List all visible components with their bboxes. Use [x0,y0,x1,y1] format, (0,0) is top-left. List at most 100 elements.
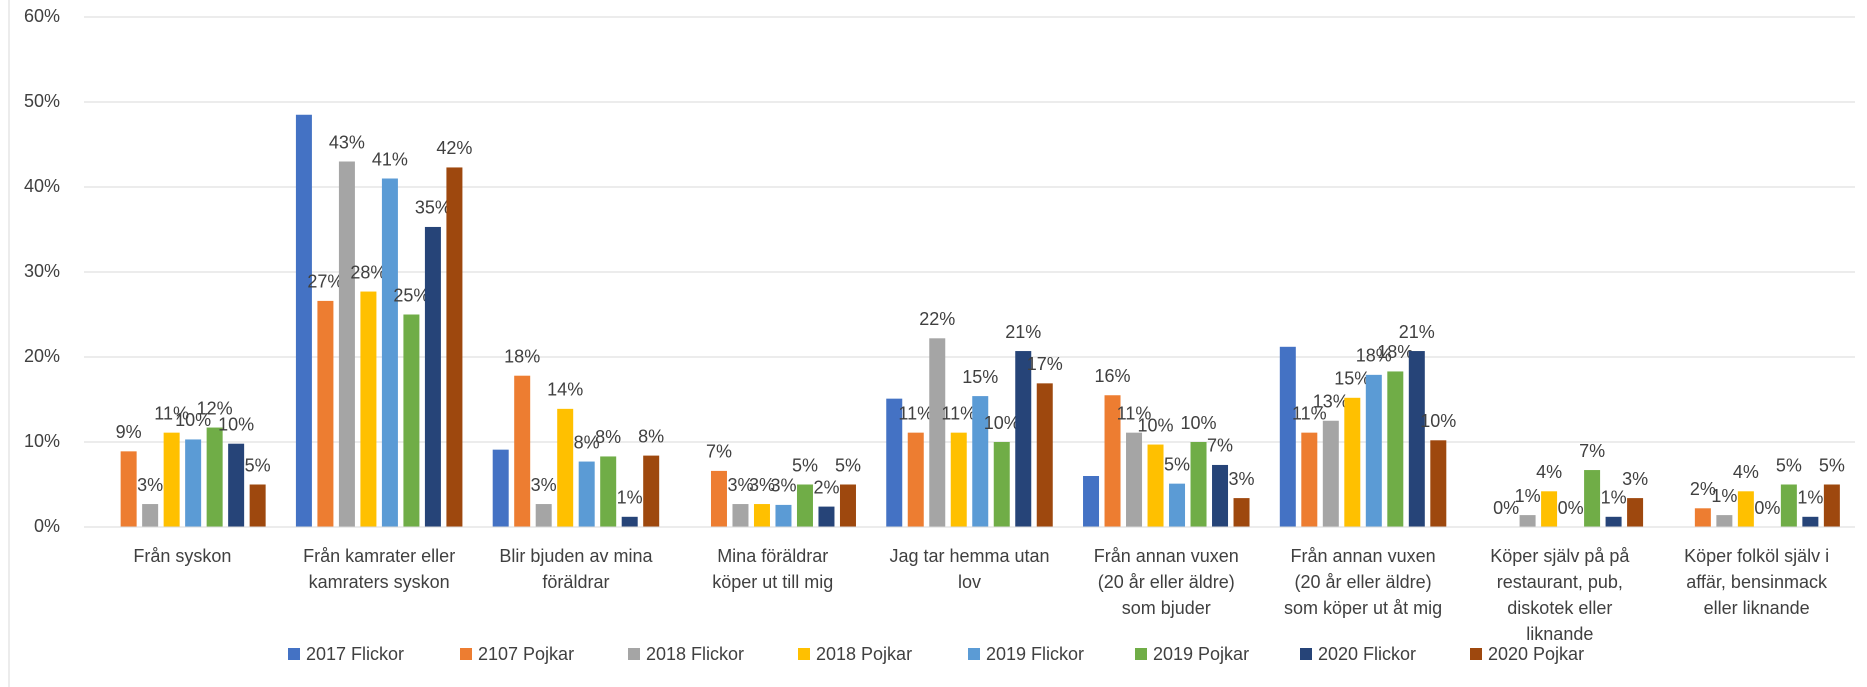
bar [950,432,967,527]
data-label: 1% [1515,486,1541,506]
data-label: 9% [116,422,142,442]
bar [1126,432,1143,527]
data-label: 1% [1711,486,1737,506]
legend-swatch [798,648,810,660]
bar [514,375,531,527]
bar [818,506,835,527]
data-label: 11% [1292,403,1327,423]
bar [1322,420,1339,527]
data-label: 28% [350,262,386,282]
data-label: 43% [329,132,365,152]
data-label: 1% [617,488,643,508]
data-label: 11% [1117,403,1152,423]
x-tick-label: affär, bensinmack [1686,572,1828,592]
bar [1694,508,1711,527]
data-label: 27% [307,272,343,292]
bar [1301,432,1318,527]
data-label: 3% [137,475,163,495]
data-label: 1% [1797,488,1823,508]
bar [1737,491,1754,527]
data-label: 35% [415,198,451,218]
legend-label: 2019 Pojkar [1153,644,1249,664]
bar [1387,371,1404,527]
data-label: 8% [595,427,621,447]
bar [1541,491,1558,527]
bar [1823,484,1840,527]
x-tick-label: eller liknande [1704,598,1810,618]
data-label: 5% [1164,454,1190,474]
bar [185,439,202,527]
data-label: 4% [1733,462,1759,482]
data-label: 14% [547,380,583,400]
bar [1344,397,1361,527]
data-label: 16% [1095,366,1131,386]
data-label: 41% [372,149,408,169]
data-label: 7% [1207,436,1233,456]
legend-label: 2017 Flickor [306,644,404,664]
y-tick-label: 60% [24,6,60,26]
data-label: 42% [436,138,472,158]
bar [1147,444,1164,527]
bar [775,504,792,527]
bar [163,432,180,527]
bar [120,451,137,527]
y-tick-label: 10% [24,431,60,451]
bar [1212,464,1229,527]
bar [1083,476,1100,527]
data-label: 3% [749,475,775,495]
bar [578,461,595,527]
data-label: 2% [813,477,839,497]
data-label: 18% [1377,342,1413,362]
x-tick-label: Blir bjuden av mina [499,546,653,566]
x-tick-label: som köper ut åt mig [1284,598,1442,618]
bar [1408,351,1425,527]
bar [993,442,1010,527]
bar [1233,498,1250,527]
data-label: 8% [574,432,600,452]
bar [1584,470,1601,527]
data-label: 3% [531,475,557,495]
data-label: 3% [1229,469,1255,489]
legend-label: 2018 Pojkar [816,644,912,664]
bar [360,291,377,527]
x-tick-label: Köper själv på på [1490,546,1630,566]
data-label: 13% [1313,392,1349,412]
data-label: 3% [770,476,796,496]
data-label: 11% [154,403,189,423]
data-label: 5% [1776,455,1802,475]
x-tick-label: Från annan vuxen [1291,546,1436,566]
data-label: 10% [218,414,254,434]
bar [1036,383,1053,527]
x-tick-label: diskotek eller [1507,598,1612,618]
data-label: 2% [1690,479,1716,499]
data-label: 7% [1579,441,1605,461]
x-tick-label: som bjuder [1122,598,1211,618]
data-label: 3% [727,475,753,495]
bar [1190,442,1207,527]
bar [972,396,989,527]
data-label: 8% [638,426,664,446]
bar [1627,498,1644,527]
y-tick-label: 50% [24,91,60,111]
data-label: 10% [984,413,1020,433]
data-label: 0% [1754,498,1780,518]
bar [796,484,813,527]
x-tick-label: kamraters syskon [309,572,450,592]
x-tick-label: Jag tar hemma utan [889,546,1049,566]
bar [1169,483,1186,527]
x-tick-label: Från annan vuxen [1094,546,1239,566]
x-tick-label: lov [958,572,981,592]
x-tick-label: restaurant, pub, [1497,572,1623,592]
data-label: 0% [1493,498,1519,518]
data-label: 5% [792,455,818,475]
legend-label: 2019 Flickor [986,644,1084,664]
x-tick-label: Från syskon [133,546,231,566]
data-label: 15% [962,367,998,387]
bar [557,408,574,527]
data-label: 0% [1558,498,1584,518]
bar [1802,516,1819,527]
legend-swatch [460,648,472,660]
data-label: 21% [1399,322,1435,342]
y-tick-label: 0% [34,516,60,536]
bar [907,432,924,527]
